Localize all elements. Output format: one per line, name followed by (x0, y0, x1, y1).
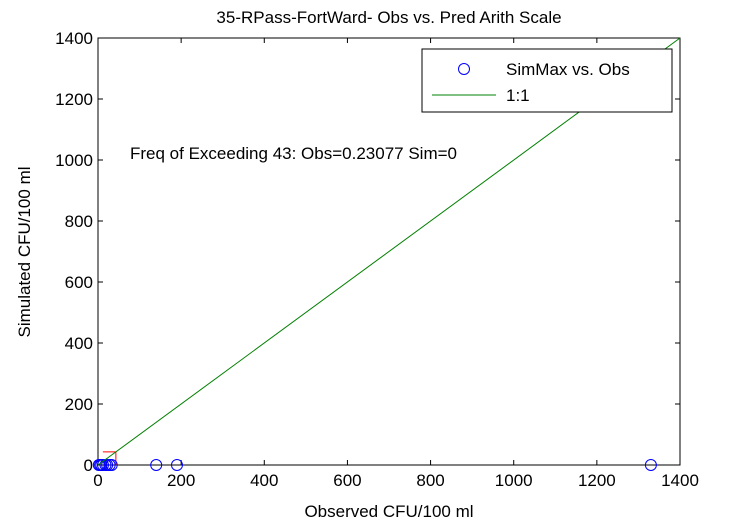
legend-marker-simmax (458, 63, 470, 75)
data-point (150, 459, 163, 471)
x-tick-label: 800 (416, 471, 444, 490)
chart-title: 35-RPass-FortWard- Obs vs. Pred Arith Sc… (216, 8, 561, 27)
y-tick-label: 1400 (55, 29, 93, 48)
legend-box (421, 48, 673, 113)
y-tick-label: 400 (65, 334, 93, 353)
data-point (170, 459, 183, 471)
y-tick-label: 1000 (55, 151, 93, 170)
x-tick-label: 1000 (495, 471, 533, 490)
x-tick-label: 600 (333, 471, 361, 490)
y-tick-label: 600 (65, 273, 93, 292)
x-tick-label: 200 (167, 471, 195, 490)
data-point (101, 459, 114, 471)
data-point (644, 459, 657, 471)
x-tick-label: 1400 (661, 471, 699, 490)
y-axis-label: Simulated CFU/100 ml (15, 166, 34, 337)
y-tick-label: 0 (84, 456, 93, 475)
legend: SimMax vs. Obs 1:1 (421, 48, 673, 113)
y-tick-label: 200 (65, 395, 93, 414)
x-ticks: 0 200 400 600 800 1000 1200 1400 (93, 38, 699, 490)
x-tick-label: 400 (250, 471, 278, 490)
y-tick-label: 800 (65, 212, 93, 231)
legend-label-simmax: SimMax vs. Obs (506, 60, 630, 79)
x-axis-label: Observed CFU/100 ml (304, 502, 473, 521)
y-ticks: 0 200 400 600 800 1000 1200 1400 (55, 29, 680, 475)
x-tick-label: 1200 (578, 471, 616, 490)
y-tick-label: 1200 (55, 90, 93, 109)
legend-label-1to1: 1:1 (506, 86, 530, 105)
data-point (105, 459, 118, 471)
data-point (96, 459, 109, 471)
annotation-text: Freq of Exceeding 43: Obs=0.23077 Sim=0 (130, 144, 457, 163)
x-tick-label: 0 (93, 471, 102, 490)
